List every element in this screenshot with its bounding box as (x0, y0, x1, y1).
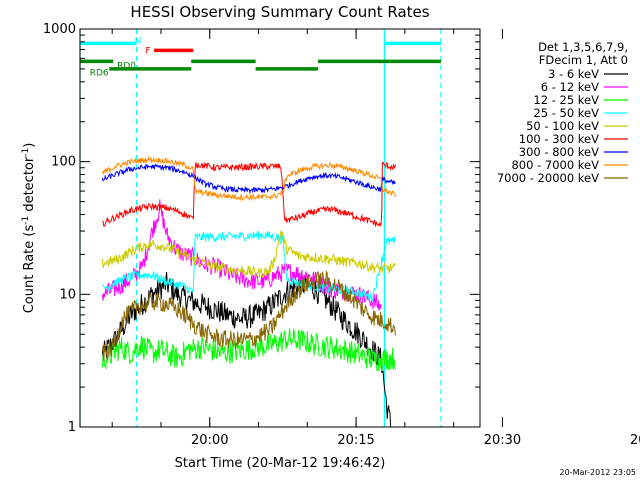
legend-label: 50 - 100 keV (526, 119, 599, 133)
series-line-1 (101, 272, 392, 428)
y-tick-label: 1 (68, 420, 76, 435)
legend-label: 800 - 7000 keV (511, 158, 599, 172)
x-tick-label: 20:00 (191, 433, 228, 448)
x-tick-label: 20:30 (484, 433, 521, 448)
y-axis-label: Count Rate (s-1 detector-1) (21, 143, 37, 314)
series-line-3 (101, 328, 396, 372)
y-tick-label: 10 (59, 287, 76, 302)
series-line-5 (101, 230, 396, 279)
legend-label: 6 - 12 keV (541, 80, 599, 94)
legend: Det 1,3,5,6,7,9, FDecim 1, Att 0 3 - 6 k… (497, 40, 628, 185)
y-tick-label: 100 (51, 155, 76, 170)
flag-label: RD6 (90, 69, 109, 79)
y-tick-label: 1000 (43, 22, 76, 37)
legend-header-line-2: FDecim 1, Att 0 (539, 53, 628, 67)
legend-header-line-1: Det 1,3,5,6,7,9, (538, 40, 628, 54)
x-tick-label: 20:45 (630, 433, 640, 448)
flag-label: N (135, 36, 142, 46)
x-axis-label: Start Time (20-Mar-12 19:46:42) (175, 456, 386, 471)
legend-label: 100 - 300 keV (519, 132, 599, 146)
legend-label: 12 - 25 keV (533, 93, 599, 107)
series-line-4 (102, 230, 396, 304)
series-line-9 (101, 270, 396, 362)
legend-label: 25 - 50 keV (533, 106, 599, 120)
series-line-2 (101, 199, 382, 311)
plot-frame (79, 28, 481, 428)
x-tick-label: 20:15 (337, 433, 374, 448)
flag-label: RD0 (117, 62, 136, 72)
series-layer (101, 155, 396, 428)
series-line-6 (101, 161, 396, 227)
footer-timestamp: 20-Mar-2012 23:05 (560, 468, 637, 477)
legend-label: 7000 - 20000 keV (497, 171, 599, 185)
chart-title: HESSI Observing Summary Count Rates (130, 3, 429, 21)
legend-label: 3 - 6 keV (548, 67, 599, 81)
series-line-7 (101, 163, 396, 195)
annotation-labels: NF RD0 RD6 (90, 36, 151, 78)
flag-label: F (145, 46, 150, 56)
series-line-8 (101, 155, 396, 202)
legend-label: 300 - 800 keV (519, 145, 599, 159)
